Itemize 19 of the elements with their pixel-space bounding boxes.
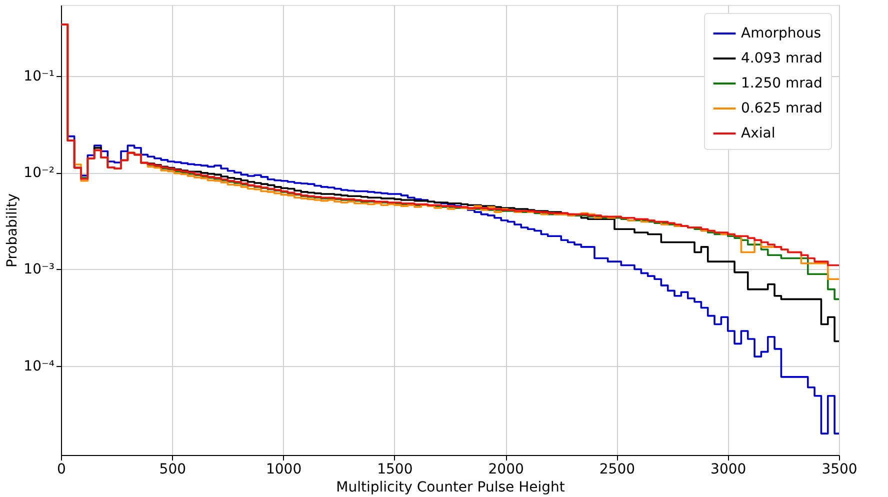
legend-label: Amorphous bbox=[741, 26, 822, 42]
y-tick-label: 10⁻⁴ bbox=[24, 358, 55, 374]
y-tick-label: 10⁻¹ bbox=[24, 68, 54, 84]
legend-label: 0.625 mrad bbox=[741, 100, 822, 116]
x-axis-title: Multiplicity Counter Pulse Height bbox=[336, 480, 566, 496]
legend-label: 4.093 mrad bbox=[741, 50, 822, 66]
x-tick-label: 1000 bbox=[266, 462, 302, 478]
x-tick-label: 2000 bbox=[488, 462, 524, 478]
x-tick-label: 1500 bbox=[377, 462, 413, 478]
legend-label: Axial bbox=[741, 126, 776, 142]
x-tick-label: 3000 bbox=[710, 462, 746, 478]
y-tick-label: 10⁻² bbox=[24, 165, 54, 182]
x-tick-label: 500 bbox=[159, 462, 186, 478]
y-axis-title: Probability bbox=[4, 193, 21, 268]
y-tick-label: 10⁻³ bbox=[24, 262, 54, 278]
x-tick-label: 0 bbox=[57, 462, 66, 478]
legend-label: 1.250 mrad bbox=[741, 76, 822, 92]
x-tick-label: 3500 bbox=[822, 462, 858, 478]
x-tick-label: 2500 bbox=[599, 462, 636, 478]
